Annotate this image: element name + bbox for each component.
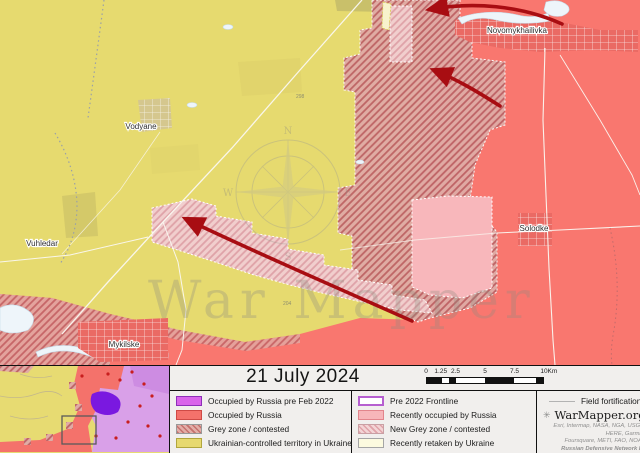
legend-item-field-fortifications: Field fortifications (549, 396, 640, 406)
compass-star-icon: ✳ (543, 409, 551, 420)
recently-retaken-strip (381, 1, 392, 31)
scale-unit: Km (547, 368, 558, 375)
map-canvas[interactable]: N E S W War Mapper 298 204 Novomykhailiv… (0, 0, 640, 365)
legend-header-row: 21 July 2024 0 1.25 2.5 5 7.5 10 Km (170, 366, 640, 391)
advance-arrows (181, 0, 564, 323)
scale-tick: 2.5 (450, 368, 461, 375)
scale-tick: 7.5 (509, 368, 520, 375)
advance-arrow-north (424, 0, 564, 26)
fortification-line-symbol (549, 400, 575, 402)
locator-inset-map (0, 366, 170, 453)
label-solodke: Solodke (520, 224, 549, 233)
brand-row: ✳ WarMapper.org (543, 408, 640, 422)
warmapper-watermark: War Mapper (148, 271, 536, 331)
swatch-occupied-pre2022 (176, 396, 202, 406)
swatch-recently-retaken (358, 438, 384, 448)
label-vuhledar: Vuhledar (26, 239, 58, 248)
swatch-pre2022-frontline (358, 396, 384, 406)
legend-item-occupied: Occupied by Russia (176, 408, 347, 422)
legend-item-pre2022-frontline: Pre 2022 Frontline (358, 394, 532, 408)
new-grey-zone (151, 5, 433, 314)
spot-heights: 298 204 (283, 94, 305, 307)
swatch-occupied (176, 410, 202, 420)
map-area[interactable]: N E S W War Mapper 298 204 Novomykhailiv… (0, 0, 640, 365)
legend-column-left: Occupied by Russia pre Feb 2022 Occupied… (170, 391, 352, 453)
swatch-recently-occupied (358, 410, 384, 420)
scale-tick: 0 (424, 368, 428, 375)
swatch-new-grey-zone (358, 424, 384, 434)
advance-arrow-middle (429, 67, 502, 108)
swatch-grey-zone (176, 424, 202, 434)
scale-tick: 1.25 (434, 368, 448, 375)
svg-text:298: 298 (296, 94, 305, 100)
label-mykilske: Mykilske (109, 340, 140, 349)
town-novomykhailivka-grid (455, 14, 638, 52)
roads (0, 0, 640, 365)
river-top-right (457, 0, 570, 25)
town-labels: Novomykhailivka Solodke Vodyane Vuhledar… (25, 25, 550, 350)
town-mykilske-grid (78, 318, 168, 362)
town-solodke-grid (518, 213, 552, 246)
svg-text:S: S (285, 252, 292, 263)
compass-watermark: N E S W (223, 126, 352, 263)
legend-column-right: Pre 2022 Frontline Recently occupied by … (352, 391, 537, 453)
recently-occupied-region (411, 195, 493, 299)
svg-text:W: W (223, 188, 234, 199)
field-fortification-lines (54, 0, 618, 365)
credits-column: Field fortifications ✳ WarMapper.org Esr… (537, 391, 640, 453)
legend-item-occupied-pre2022: Occupied by Russia pre Feb 2022 (176, 394, 347, 408)
built-up-areas (78, 14, 638, 362)
label-novomykhailivka: Novomykhailivka (487, 26, 548, 35)
legend-item-grey-zone: Grey zone / contested (176, 422, 347, 436)
inset-extent-rectangle (61, 415, 97, 445)
brand-name: WarMapper.org (554, 408, 640, 422)
legend-panel: 21 July 2024 0 1.25 2.5 5 7.5 10 Km (170, 366, 640, 453)
svg-text:N: N (284, 126, 293, 137)
legend-item-recently-retaken: Recently retaken by Ukraine (358, 436, 532, 450)
town-vodyane-grid (138, 98, 172, 132)
legend-item-new-grey-zone: New Grey zone / contested (358, 422, 532, 436)
map-date: 21 July 2024 (246, 366, 360, 387)
bottom-bar: 21 July 2024 0 1.25 2.5 5 7.5 10 Km (0, 365, 640, 453)
scale-tick: 10 (540, 368, 548, 375)
advance-arrow-long (181, 216, 414, 323)
scale-bar: 0 1.25 2.5 5 7.5 10 Km (424, 368, 557, 388)
legend-item-recently-occupied: Recently occupied by Russia (358, 408, 532, 422)
legend-item-ukrainian-controlled: Ukrainian-controlled territory in Ukrain… (176, 436, 352, 450)
scale-bar-segments (426, 377, 544, 384)
svg-text:E: E (344, 188, 351, 199)
swatch-ukrainian-controlled (176, 438, 202, 448)
attribution-text: Esri, Intermap, NASA, NGA, USGS, HERE, G… (553, 423, 640, 452)
scale-tick: 5 (483, 368, 487, 375)
svg-text:204: 204 (283, 301, 292, 307)
label-vodyane: Vodyane (125, 122, 157, 131)
